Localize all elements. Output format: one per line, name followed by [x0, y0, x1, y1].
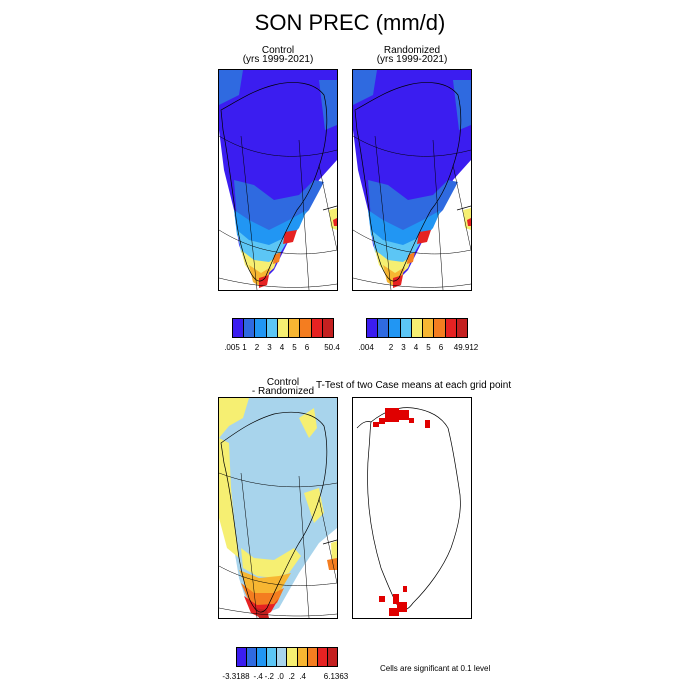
ttest-map-svg — [356, 407, 461, 616]
difference-colorbar-swatch — [247, 648, 258, 666]
difference-colorbar-swatch — [287, 648, 298, 666]
randomized-colorbar-tick-label: 5 — [426, 343, 431, 352]
control-colorbar-labels: .005 1 2 3 4 5 6 50.4 — [224, 343, 340, 355]
control-title-line1: Control — [261, 45, 295, 56]
control-colorbar-tick-label: 1 — [242, 343, 247, 352]
control-colorbar-tick-label: 6 — [304, 343, 310, 352]
randomized-colorbar-tick-label: 6 — [438, 343, 444, 352]
ttest-coastline — [356, 407, 461, 611]
difference-title-line1: Control — [266, 377, 300, 388]
page-title: SON PREC (mm/d) — [254, 10, 446, 35]
difference-colorbar-tick-label: -.2 — [264, 672, 274, 681]
difference-colorbar-swatch — [257, 648, 268, 666]
control-colorbar-swatch — [311, 319, 323, 337]
control-colorbar-tick-label: .005 — [224, 343, 240, 352]
difference-coastline — [220, 411, 337, 613]
randomized-colorbar-swatch — [378, 319, 390, 337]
control-panel-title: Control (yrs 1999-2021) — [218, 45, 338, 65]
control-colorbar-tick-label: 4 — [279, 343, 285, 352]
randomized-colorbar-tick-label: 3 — [401, 343, 406, 352]
randomized-map-svg — [353, 70, 471, 290]
control-colorbar-tick-label: 5 — [292, 343, 297, 352]
randomized-colorbar-tick-label: 4 — [413, 343, 419, 352]
control-colorbar — [232, 318, 334, 338]
control-colorbar-swatch — [277, 319, 290, 337]
randomized-colorbar-tick-label: 49.912 — [453, 343, 479, 352]
difference-colorbar-tick-label: .0 — [277, 672, 284, 681]
randomized-gridlines — [353, 135, 471, 290]
difference-title-line2: - Randomized — [251, 386, 315, 397]
significance-note: Cells are significant at 0.1 level — [380, 664, 491, 673]
control-map-svg — [219, 70, 337, 290]
randomized-colorbar-swatch — [423, 319, 435, 337]
randomized-title-line2: (yrs 1999-2021) — [376, 54, 448, 65]
control-map — [218, 69, 338, 291]
control-coastline — [220, 82, 337, 282]
control-colorbar-tick-label: 50.4 — [324, 343, 340, 352]
difference-panel-title: Control - Randomized — [228, 377, 338, 397]
difference-colorbar-swatch — [237, 648, 248, 666]
randomized-map — [352, 69, 472, 291]
difference-colorbar — [236, 647, 338, 667]
randomized-colorbar-swatch — [411, 319, 424, 337]
difference-colorbar-swatch — [267, 648, 278, 666]
randomized-title-line1: Randomized — [383, 45, 441, 56]
control-colorbar-tick-label: 3 — [267, 343, 272, 352]
randomized-colorbar-swatch — [456, 319, 467, 337]
control-colorbar-swatch — [255, 319, 267, 337]
control-colorbar-swatch — [289, 319, 301, 337]
ttest-panel-title: T-Test of two Case means at each grid po… — [316, 380, 512, 391]
randomized-panel-title: Randomized (yrs 1999-2021) — [352, 45, 472, 65]
difference-gridlines — [219, 472, 337, 618]
difference-colorbar-swatch — [307, 648, 318, 666]
control-colorbar-swatch — [300, 319, 312, 337]
randomized-colorbar — [366, 318, 468, 338]
difference-colorbar-tick-label: 6.1363 — [323, 672, 349, 681]
randomized-colorbar-swatch — [445, 319, 457, 337]
control-precip-field — [219, 70, 337, 288]
control-gridlines — [219, 135, 337, 290]
randomized-precip-field — [353, 70, 471, 288]
randomized-colorbar-swatch — [400, 319, 412, 337]
randomized-colorbar-swatch — [367, 319, 379, 337]
control-colorbar-tick-label: 2 — [254, 343, 260, 352]
randomized-colorbar-labels: .004 2 3 4 5 6 49.912 — [358, 343, 478, 355]
difference-colorbar-labels: -3.3188 -.4 -.2.0 .2 .4 6.1363 — [222, 672, 348, 684]
ttest-map — [352, 397, 472, 619]
difference-colorbar-tick-label: .4 — [299, 672, 306, 681]
difference-colorbar-tick-label: -3.3188 — [222, 672, 250, 681]
difference-colorbar-tick-label: .2 — [288, 672, 295, 681]
difference-colorbar-swatch — [277, 648, 288, 666]
difference-map-svg — [219, 398, 337, 618]
randomized-colorbar-swatch — [434, 319, 446, 337]
difference-colorbar-swatch — [297, 648, 308, 666]
control-colorbar-swatch — [233, 319, 245, 337]
randomized-colorbar-tick-label: 2 — [388, 343, 394, 352]
control-title-line2: (yrs 1999-2021) — [242, 54, 314, 65]
ttest-significant-cells — [373, 408, 430, 616]
difference-colorbar-tick-label: -.4 — [253, 672, 263, 681]
difference-map — [218, 397, 338, 619]
difference-colorbar-swatch — [317, 648, 328, 666]
randomized-colorbar-tick-label: .004 — [358, 343, 374, 352]
control-colorbar-swatch — [244, 319, 256, 337]
difference-field — [219, 398, 337, 618]
randomized-colorbar-swatch — [389, 319, 401, 337]
control-colorbar-swatch — [266, 319, 278, 337]
control-colorbar-swatch — [322, 319, 333, 337]
difference-colorbar-swatch — [327, 648, 337, 666]
randomized-coastline — [354, 82, 471, 282]
